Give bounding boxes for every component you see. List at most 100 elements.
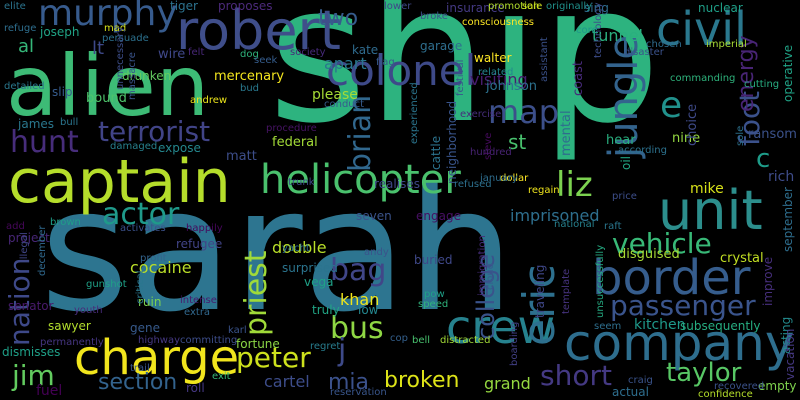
- word: nine: [672, 131, 701, 146]
- word: andy: [364, 247, 389, 258]
- word: unnecessary: [115, 26, 126, 90]
- word: elite: [4, 1, 26, 12]
- word: committing: [180, 335, 238, 346]
- word: template: [561, 268, 572, 314]
- word: intense: [180, 295, 217, 306]
- word: yacht: [282, 243, 310, 254]
- word: disguised: [618, 247, 680, 262]
- word: massacre: [127, 52, 138, 100]
- word: cutting: [744, 79, 780, 90]
- word: walter: [474, 51, 512, 65]
- word: apart: [324, 54, 367, 73]
- word: hundred: [470, 147, 512, 158]
- word: seek: [254, 55, 278, 66]
- word: sole: [735, 125, 746, 146]
- word: senator: [8, 299, 54, 313]
- word: map: [488, 93, 560, 131]
- word: regain: [528, 185, 560, 196]
- word: regret: [310, 341, 341, 352]
- word: trail: [130, 363, 150, 374]
- word: gunshot: [86, 279, 127, 290]
- word: insurance: [446, 1, 505, 15]
- word: double: [272, 238, 327, 257]
- word: exercise: [460, 109, 502, 120]
- word: commanding: [670, 73, 736, 84]
- word: colonel: [326, 46, 477, 95]
- word: mike: [690, 181, 724, 197]
- word: two: [318, 6, 359, 31]
- word: karl: [228, 325, 247, 336]
- word: trunk: [288, 177, 315, 188]
- word: charge: [74, 330, 240, 386]
- word: e: [660, 85, 683, 126]
- word: imprisoned: [510, 206, 600, 225]
- word: illegal: [19, 232, 30, 262]
- word: neighborhood: [445, 100, 459, 184]
- word: crystal: [720, 251, 764, 266]
- word: proposes: [218, 0, 273, 13]
- word: assistant: [539, 37, 550, 82]
- word: highway: [138, 335, 181, 346]
- word: federal: [272, 135, 318, 150]
- word: unit: [658, 179, 763, 242]
- word: broke: [420, 11, 448, 22]
- word: short: [540, 359, 612, 392]
- word: vehicle: [612, 227, 712, 260]
- word: c: [756, 144, 771, 174]
- word: hunt: [10, 125, 79, 160]
- word: cattle: [429, 135, 443, 170]
- word: taylor: [666, 358, 742, 388]
- word: bull: [60, 117, 79, 128]
- word: visiting: [470, 70, 528, 89]
- word: project: [8, 231, 50, 245]
- word: slip: [52, 85, 73, 99]
- word: consciousness: [462, 17, 535, 28]
- word: cartel: [264, 372, 310, 391]
- word: dog: [240, 49, 259, 60]
- word: lower: [384, 1, 412, 12]
- word: wire: [158, 47, 186, 62]
- word: festival: [455, 59, 466, 96]
- word: liz: [556, 165, 593, 205]
- word: refused: [454, 179, 492, 190]
- word: according: [618, 145, 667, 156]
- word: expose: [158, 141, 201, 155]
- word: damaged: [110, 141, 158, 152]
- word: captain: [8, 147, 231, 217]
- word: permanently: [40, 337, 104, 348]
- word: passenger: [610, 289, 756, 322]
- word: empty: [758, 379, 797, 393]
- word: dollar: [500, 173, 529, 184]
- word: please: [312, 87, 358, 103]
- word: january: [480, 173, 518, 184]
- word: vacation: [783, 328, 797, 380]
- word: core: [576, 25, 598, 36]
- word: rich: [768, 169, 795, 185]
- word: conduct: [324, 99, 365, 110]
- word: andrew: [190, 95, 228, 106]
- word: roll: [186, 381, 205, 395]
- word: priest: [239, 250, 274, 336]
- word: add: [6, 221, 25, 232]
- word: extra: [184, 307, 211, 318]
- word: flag: [376, 57, 395, 68]
- word: ship: [268, 0, 661, 165]
- word: imperial: [706, 39, 747, 50]
- word: seven: [356, 209, 392, 223]
- word: cocaine: [130, 258, 192, 277]
- word: sarah: [40, 152, 515, 350]
- word: bell: [412, 335, 431, 346]
- word: society: [290, 47, 326, 58]
- word: sale: [522, 1, 543, 12]
- word: dismisses: [2, 345, 61, 359]
- word: raft: [604, 221, 622, 232]
- word: nuclear: [698, 1, 743, 15]
- word: company: [564, 314, 795, 372]
- word: realises: [374, 177, 420, 191]
- word: youth: [74, 305, 103, 316]
- word: hear: [606, 133, 636, 148]
- word: broken: [384, 368, 460, 393]
- word: murphy: [38, 0, 178, 34]
- word: james: [18, 117, 55, 131]
- word: happily: [186, 223, 223, 234]
